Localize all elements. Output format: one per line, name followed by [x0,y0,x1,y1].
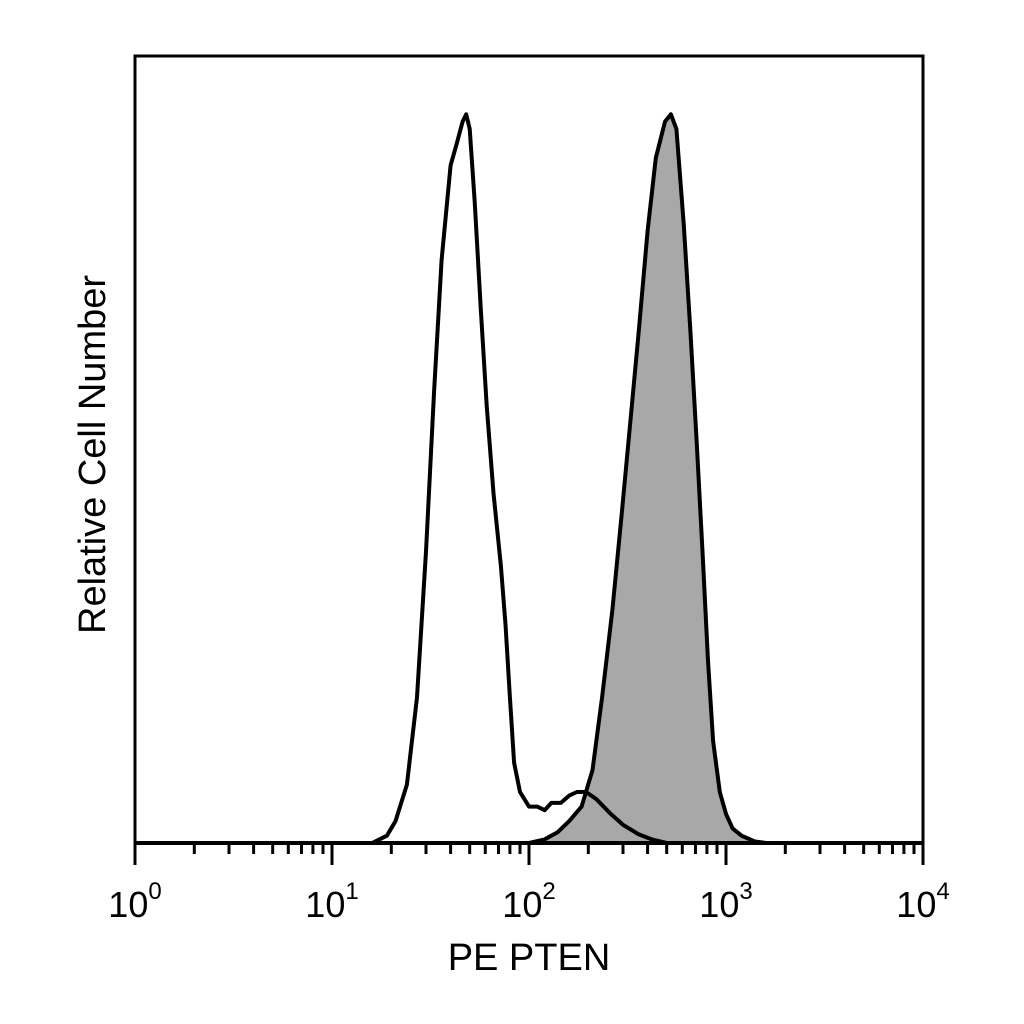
x-axis-label: PE PTEN [448,937,611,979]
plot-frame [133,54,925,845]
x-axis-tick-labels: 100 101 102 103 104 [108,878,949,925]
histogram-outline [135,112,923,845]
x-axis-ticks [133,843,925,865]
histogram-filled-area [135,114,923,844]
x-tick-label: 100 [108,878,161,925]
x-tick-label: 103 [699,878,752,925]
x-tick-label: 102 [502,878,555,925]
x-tick-label: 101 [305,878,358,925]
histogram-filled-outline [135,112,923,845]
x-tick-label: 104 [896,878,949,925]
series-layer [135,112,923,845]
y-axis-label: Relative Cell Number [72,275,114,634]
